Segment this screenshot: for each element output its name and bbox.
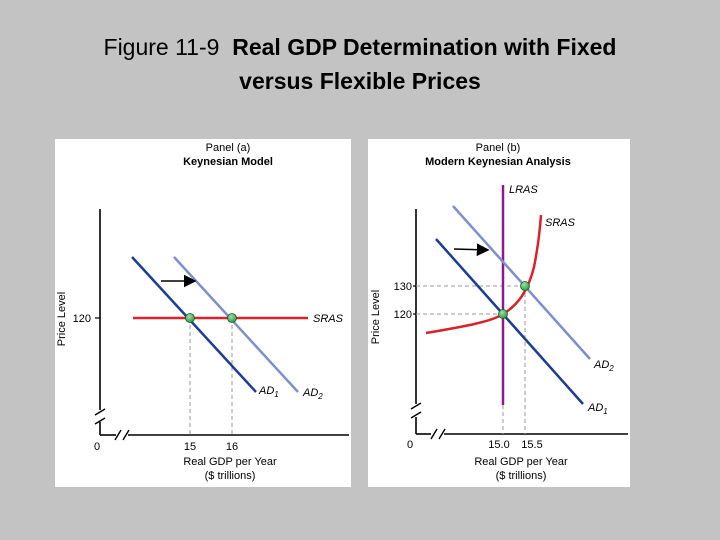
panel-a-ad1-curve bbox=[131, 256, 257, 393]
panel-a-ad1-label: AD1 bbox=[258, 385, 279, 399]
panel-b-origin: 0 bbox=[407, 439, 413, 451]
panel-b-label: Panel (b) bbox=[476, 142, 521, 154]
panel-b-title: Modern Keynesian Analysis bbox=[425, 156, 571, 168]
panel-a-x-axis-label-1: Real GDP per Year bbox=[183, 456, 277, 468]
figure-label: Figure 11-9 bbox=[103, 34, 220, 60]
panel-a-y-axis-break bbox=[94, 408, 106, 425]
panel-b-y-tick-120: 120 bbox=[394, 309, 412, 321]
panel-b-lras-label: LRAS bbox=[509, 184, 538, 196]
panel-b-x-axis-break bbox=[430, 428, 446, 440]
panel-a-title: Keynesian Model bbox=[183, 156, 273, 168]
panel-a-x-tick-16: 16 bbox=[226, 441, 238, 453]
panel-b-ad1-curve bbox=[435, 238, 584, 405]
panel-b-modern-keynesian-analysis: Panel (b) Modern Keynesian Analysis Pric… bbox=[368, 139, 630, 487]
panel-b-ad2-label: AD2 bbox=[593, 359, 614, 373]
panel-a-x-axis-label-2: ($ trillions) bbox=[205, 470, 256, 482]
panel-a-equilibrium-point-1 bbox=[185, 313, 195, 323]
panel-b-ad1-label: AD1 bbox=[587, 402, 608, 416]
panel-b-y-tick-130: 130 bbox=[394, 281, 412, 293]
panel-b-y-axis-label: Price Level bbox=[370, 290, 382, 344]
title-text-1: Real GDP Determination with Fixed bbox=[232, 34, 617, 60]
panel-a-x-tick-15: 15 bbox=[184, 441, 196, 453]
panel-b-sras-label: SRAS bbox=[545, 217, 576, 229]
panel-b-sras-curve bbox=[425, 214, 543, 335]
title-line-1: Figure 11-9 Real GDP Determination with … bbox=[0, 30, 720, 64]
panel-b-ad2-curve bbox=[452, 205, 591, 360]
panel-a-label: Panel (a) bbox=[206, 142, 251, 154]
panel-b-equilibrium-point-2 bbox=[520, 281, 530, 291]
panel-a-keynesian-model: Panel (a) Keynesian Model Price Level 0 … bbox=[55, 139, 351, 487]
panel-b-diagram: Panel (b) Modern Keynesian Analysis Pric… bbox=[370, 142, 628, 482]
panel-a-x-axis-break bbox=[114, 429, 130, 441]
panel-b-x-tick-15-0: 15.0 bbox=[488, 439, 509, 451]
panel-a-ad2-label: AD2 bbox=[302, 387, 323, 401]
panel-a-diagram: Panel (a) Keynesian Model Price Level 0 … bbox=[56, 142, 349, 482]
panel-a-sras-label: SRAS bbox=[313, 313, 344, 325]
panel-b-x-tick-15-5: 15.5 bbox=[521, 439, 542, 451]
slide-title: Figure 11-9 Real GDP Determination with … bbox=[0, 30, 720, 98]
panel-b-equilibrium-point-1 bbox=[498, 309, 508, 319]
panel-b-y-axis-break bbox=[410, 402, 422, 419]
title-line-2: versus Flexible Prices bbox=[239, 68, 481, 94]
panel-a-y-axis-label: Price Level bbox=[56, 292, 68, 346]
panel-a-origin: 0 bbox=[94, 441, 100, 453]
panel-a-equilibrium-point-2 bbox=[227, 313, 237, 323]
panel-b-x-axis-label-1: Real GDP per Year bbox=[474, 456, 568, 468]
panel-a-y-tick-120: 120 bbox=[73, 313, 91, 325]
panel-b-shift-arrow bbox=[453, 243, 490, 257]
panel-b-x-axis-label-2: ($ trillions) bbox=[496, 470, 547, 482]
